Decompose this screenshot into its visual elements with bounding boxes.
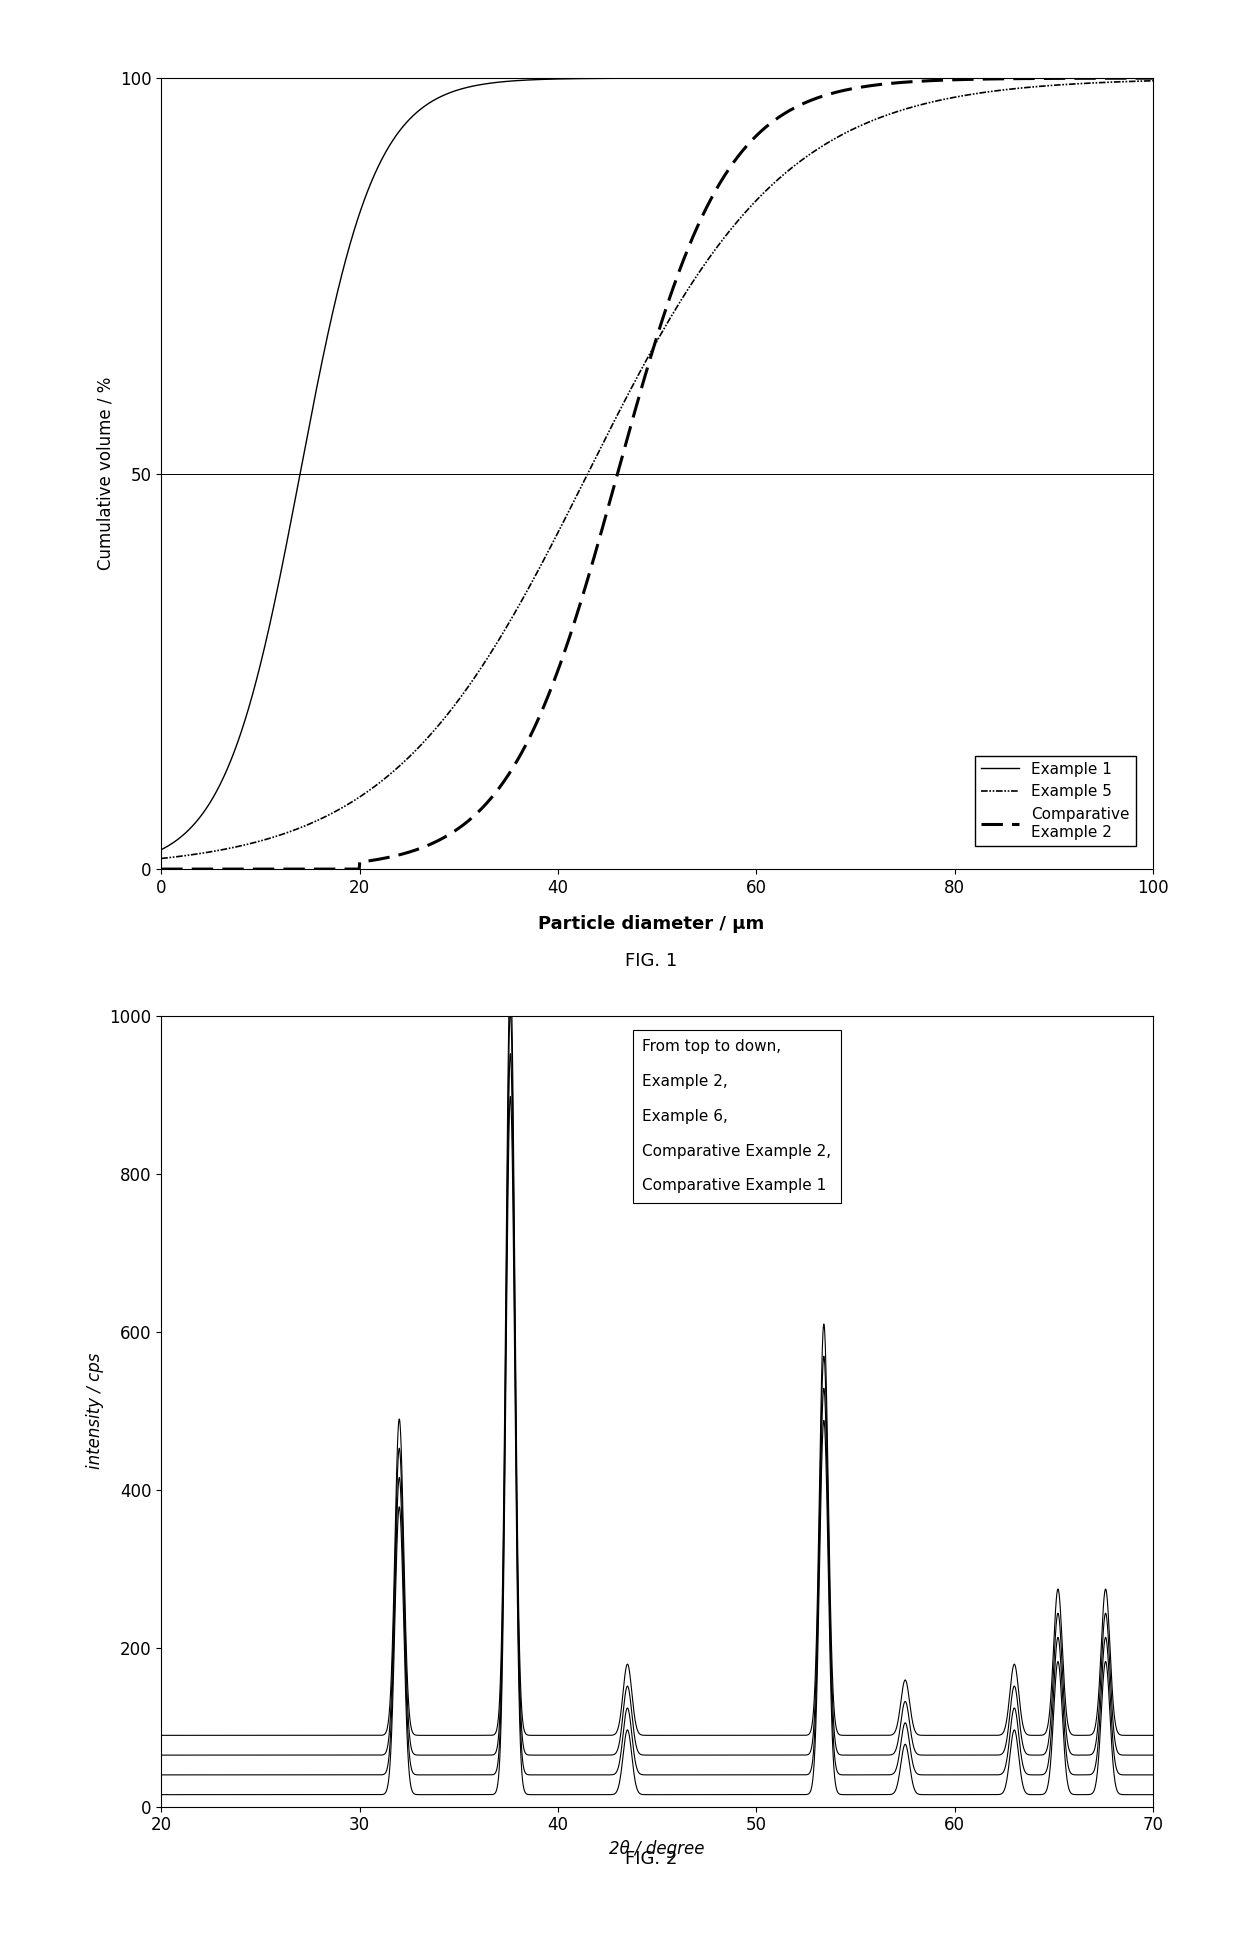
Text: Particle diameter / μm: Particle diameter / μm	[538, 914, 764, 934]
Text: From top to down,

Example 2,

Example 6,

Comparative Example 2,

Comparative E: From top to down, Example 2, Example 6, …	[642, 1039, 832, 1193]
Legend: Example 1, Example 5, Comparative
Example 2: Example 1, Example 5, Comparative Exampl…	[975, 756, 1136, 846]
X-axis label: 2θ / degree: 2θ / degree	[609, 1840, 706, 1857]
Y-axis label: Cumulative volume / %: Cumulative volume / %	[97, 377, 114, 570]
Text: FIG. 2: FIG. 2	[625, 1849, 677, 1869]
Text: FIG. 1: FIG. 1	[625, 951, 677, 971]
Y-axis label: intensity / cps: intensity / cps	[86, 1353, 104, 1469]
